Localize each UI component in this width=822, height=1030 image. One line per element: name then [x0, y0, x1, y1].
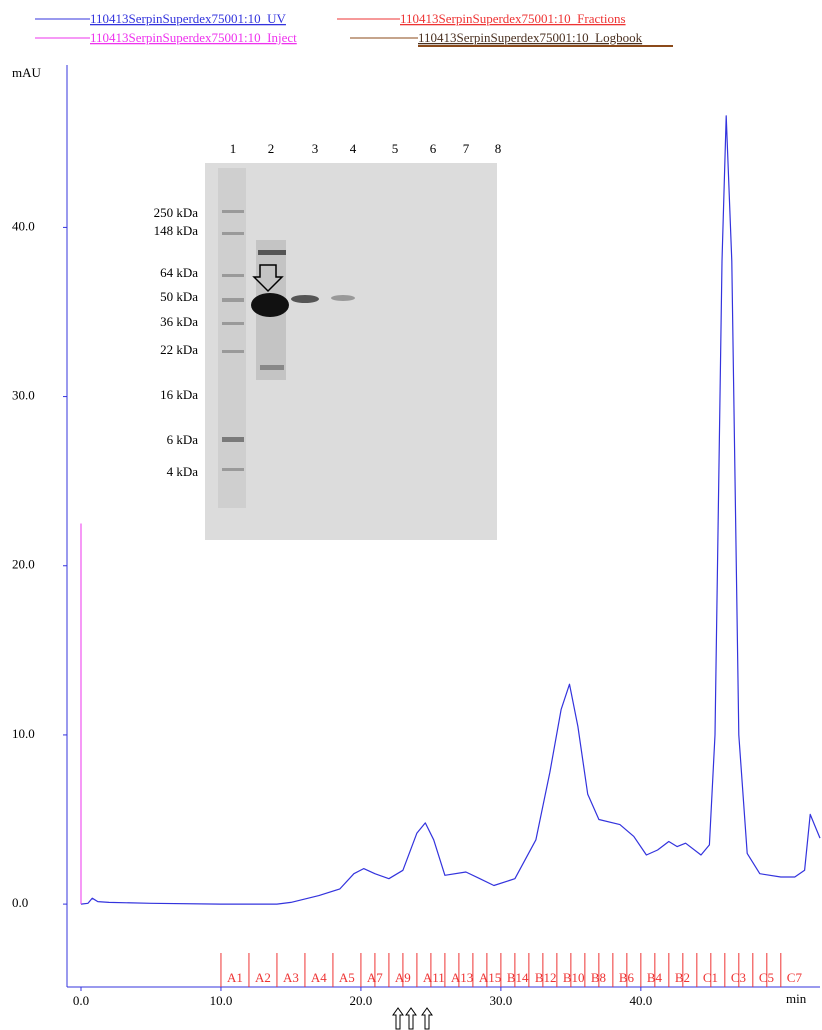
y-axis-label: mAU — [12, 65, 42, 80]
marker-label: 250 kDa — [154, 205, 199, 220]
fraction-label: A13 — [451, 970, 473, 985]
lane-number: 8 — [495, 141, 502, 156]
gel-band — [251, 293, 289, 317]
marker-label: 36 kDa — [160, 314, 198, 329]
y-tick-label: 40.0 — [12, 218, 35, 233]
fraction-label: B14 — [507, 970, 529, 985]
fraction-label: A15 — [479, 970, 501, 985]
gel-band — [331, 295, 355, 301]
fraction-label: A2 — [255, 970, 271, 985]
fraction-label: A3 — [283, 970, 299, 985]
fraction-arrows — [393, 1008, 432, 1029]
marker-label: 64 kDa — [160, 265, 198, 280]
lane-number: 3 — [312, 141, 319, 156]
gel-band — [260, 365, 284, 370]
legend-label: 110413SerpinSuperdex75001:10_UV — [90, 11, 287, 26]
marker-label: 22 kDa — [160, 342, 198, 357]
gel-image — [205, 163, 497, 540]
fraction-label: B10 — [563, 970, 585, 985]
x-axis-label: min — [786, 991, 807, 1006]
legend-label: 110413SerpinSuperdex75001:10_Inject — [90, 30, 297, 45]
y-tick-label: 20.0 — [12, 557, 35, 572]
marker-label: 16 kDa — [160, 387, 198, 402]
fraction-label: A11 — [423, 970, 445, 985]
gel-inset: 1 2 3 4 5 6 7 8 250 kDa 148 kDa 64 kDa 50 kDa 36 kDa… — [154, 141, 502, 540]
y-tick-label: 30.0 — [12, 388, 35, 403]
x-tick-label: 40.0 — [629, 993, 652, 1008]
gel-band — [291, 295, 319, 303]
fraction-label: A1 — [227, 970, 243, 985]
marker-label: 50 kDa — [160, 289, 198, 304]
legend-label: 110413SerpinSuperdex75001:10_Fractions — [400, 11, 626, 26]
lane-number: 2 — [268, 141, 275, 156]
marker-label: 6 kDa — [167, 432, 199, 447]
legend-label: 110413SerpinSuperdex75001:10_Logbook — [418, 30, 643, 45]
y-tick-label: 0.0 — [12, 895, 28, 910]
x-tick-label: 20.0 — [350, 993, 373, 1008]
marker-label: 4 kDa — [167, 464, 199, 479]
fraction-label: B12 — [535, 970, 557, 985]
gel-band — [258, 250, 286, 255]
lane-number: 6 — [430, 141, 437, 156]
x-tick-label: 0.0 — [73, 993, 89, 1008]
fraction-label: C7 — [787, 970, 803, 985]
x-tick-label: 30.0 — [490, 993, 513, 1008]
gel-lane — [218, 168, 246, 508]
lane-number: 7 — [463, 141, 470, 156]
lane-number: 5 — [392, 141, 399, 156]
fraction-label: A4 — [311, 970, 327, 985]
lane-number: 1 — [230, 141, 237, 156]
chart: mAU min 1 2 3 4 5 6 7 8 250 kDa 148 kDa 64 kDa 50 k… — [0, 0, 822, 1030]
fraction-label: A5 — [339, 970, 355, 985]
y-tick-label: 10.0 — [12, 726, 35, 741]
marker-label: 148 kDa — [154, 223, 199, 238]
x-tick-label: 10.0 — [210, 993, 233, 1008]
lane-number: 4 — [350, 141, 357, 156]
